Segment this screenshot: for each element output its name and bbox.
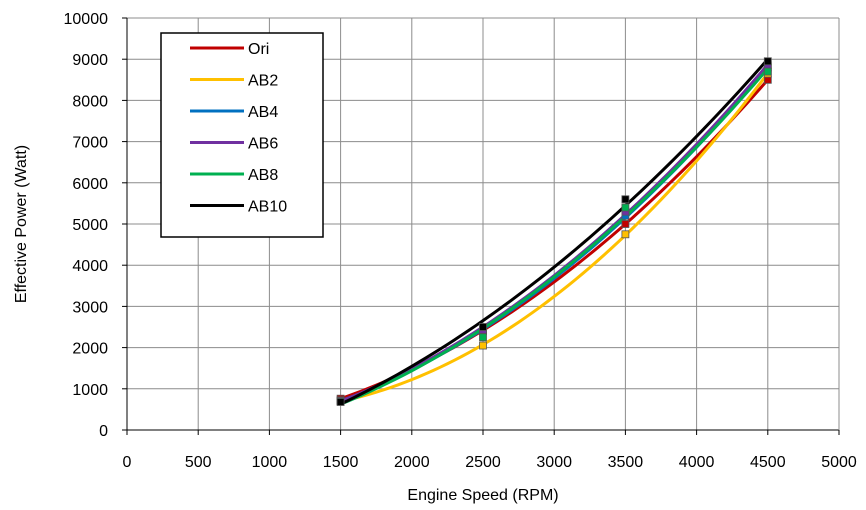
- data-point-ab10: [336, 398, 345, 406]
- y-tick-label: 10000: [64, 11, 109, 28]
- data-point-ab8: [479, 333, 487, 342]
- marker-group: [336, 57, 772, 406]
- legend-label-ab10: AB10: [248, 199, 287, 216]
- data-point-ab8: [621, 203, 630, 212]
- x-tick-label: 5000: [821, 454, 857, 471]
- axes: 0 500 1000 1500 2000 2500 3000 3500 4000 4500 5000…: [64, 11, 857, 471]
- series-line-ab2: [340, 72, 769, 403]
- series-group: [339, 58, 769, 406]
- y-tick-label: 2000: [72, 341, 108, 358]
- x-tick-label: 2500: [465, 454, 501, 471]
- x-tick-label: 1000: [252, 454, 288, 471]
- y-tick-label: 4000: [72, 258, 108, 275]
- legend-label-ab4: AB4: [248, 104, 278, 121]
- legend-label-ab2: AB2: [248, 73, 278, 90]
- x-tick-label: 3500: [608, 454, 644, 471]
- x-tick-label: 4500: [750, 454, 786, 471]
- data-point-ab10: [621, 195, 630, 204]
- data-point-ab2: [479, 341, 487, 350]
- data-point-ab2: [621, 230, 630, 239]
- legend-box: [160, 32, 324, 238]
- legend-label-ori: Ori: [248, 41, 269, 58]
- data-point-ab10: [479, 323, 487, 331]
- y-axis-label: Effective Power (Watt): [13, 145, 30, 303]
- y-tick-label: 0: [99, 423, 108, 440]
- legend-label-ab6: AB6: [248, 136, 278, 153]
- x-tick-label: 0: [123, 454, 132, 471]
- y-tick-label: 1000: [72, 382, 108, 399]
- y-tick-label: 9000: [72, 52, 108, 69]
- y-tick-label: 3000: [72, 299, 108, 316]
- x-tick-label: 500: [185, 454, 212, 471]
- y-tick-label: 7000: [72, 135, 108, 152]
- x-tick-label: 1500: [323, 454, 359, 471]
- legend: Ori AB2 AB4 AB6 AB8 AB10: [160, 32, 324, 238]
- y-tick-label: 6000: [72, 176, 108, 193]
- x-tick-label: 4000: [679, 454, 715, 471]
- y-tick-label: 5000: [72, 217, 108, 234]
- y-tick-label: 8000: [72, 93, 108, 110]
- series-line-ab8: [340, 67, 769, 406]
- series-line-ab10: [339, 58, 769, 406]
- x-tick-label: 3000: [536, 454, 572, 471]
- data-point-ab8: [763, 67, 772, 76]
- legend-label-ab8: AB8: [248, 167, 278, 184]
- x-axis-label: Engine Speed (RPM): [407, 487, 558, 504]
- x-tick-label: 2000: [394, 454, 430, 471]
- data-point-ori: [621, 220, 630, 228]
- data-point-ab10: [763, 57, 772, 66]
